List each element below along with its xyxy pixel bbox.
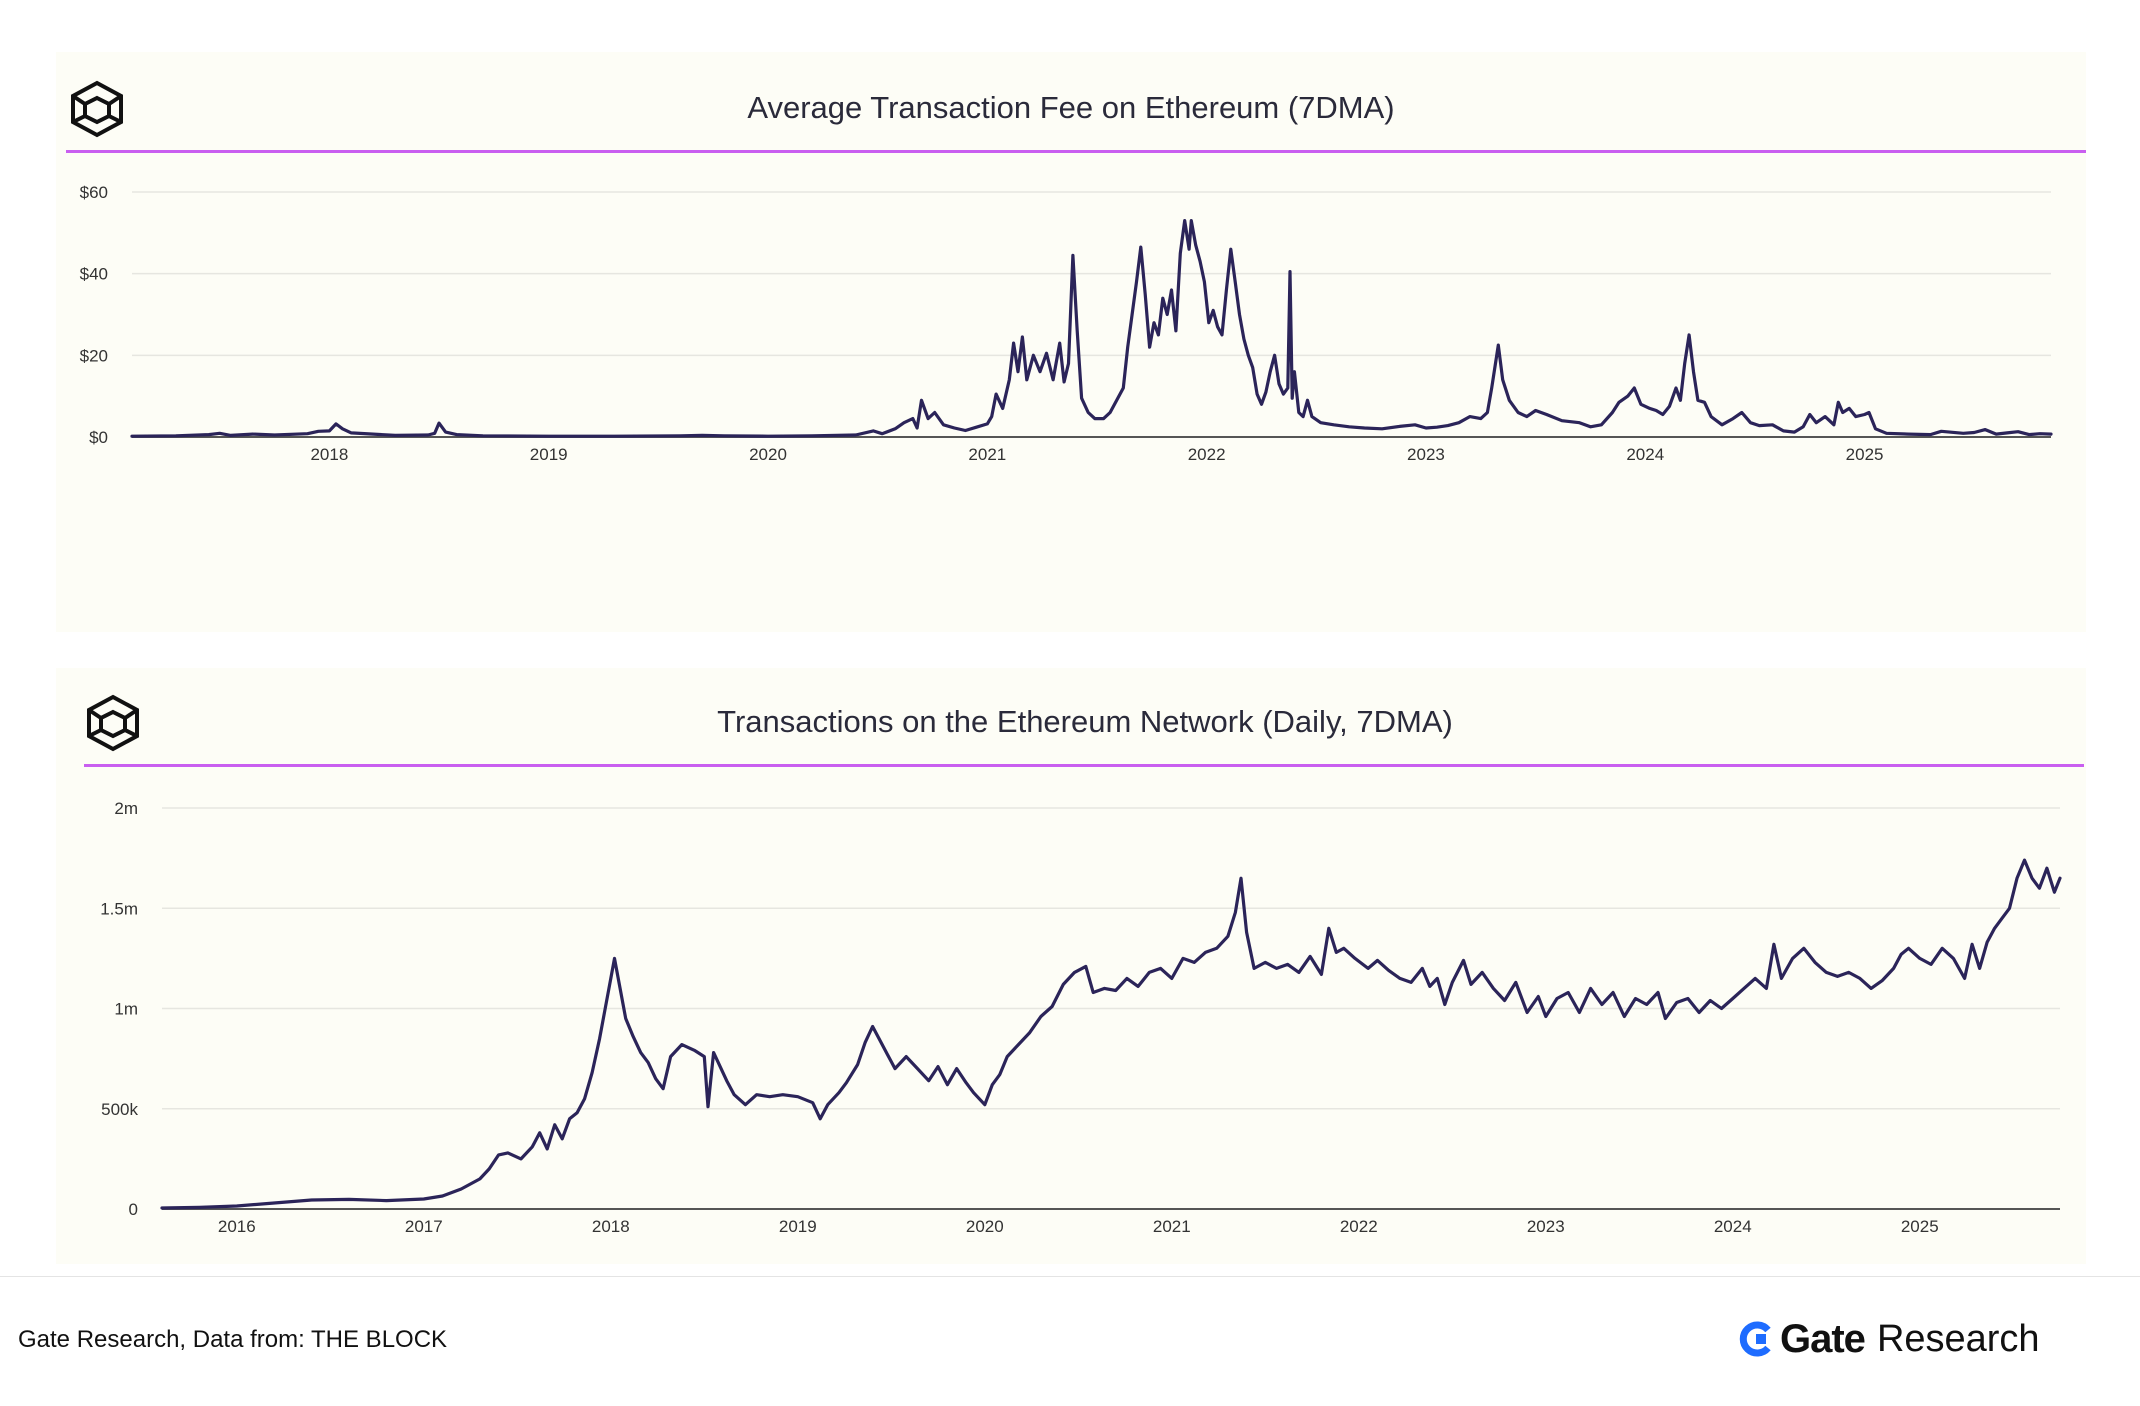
brand-suffix: Research bbox=[1876, 1317, 2040, 1360]
tx-chart-title: Transactions on the Ethereum Network (Da… bbox=[717, 704, 1453, 739]
tx-chart-title-rule bbox=[84, 764, 2084, 767]
x-tick-label: 2024 bbox=[1714, 1217, 1752, 1236]
tx-chart-plot: 0 500k 1m 1.5m 2m 2016 2017 2018 2019 2020 2021 202… bbox=[100, 799, 2062, 1236]
y-tick-label: 2m bbox=[114, 799, 138, 818]
series-line bbox=[160, 858, 2062, 1210]
x-tick-label: 2025 bbox=[1901, 1217, 1939, 1236]
y-tick-label: $60 bbox=[80, 183, 108, 202]
x-tick-label: 2022 bbox=[1340, 1217, 1378, 1236]
the-block-cube-icon bbox=[87, 694, 139, 752]
y-tick-label: $40 bbox=[80, 265, 108, 284]
fee-chart-title-rule bbox=[66, 150, 2086, 153]
y-tick-label: 1.5m bbox=[100, 899, 138, 918]
x-tick-label: 2020 bbox=[966, 1217, 1004, 1236]
y-tick-label: $20 bbox=[80, 346, 108, 365]
fee-chart-plot: $0 $20 $40 $60 2018 2019 2020 2021 2022 2023 2024 2… bbox=[80, 183, 2053, 464]
series-line bbox=[130, 219, 2053, 438]
x-tick-label: 2018 bbox=[310, 445, 348, 464]
x-tick-label: 2025 bbox=[1846, 445, 1884, 464]
x-tick-label: 2020 bbox=[749, 445, 787, 464]
the-block-cube-icon bbox=[71, 80, 123, 138]
fee-chart-title: Average Transaction Fee on Ethereum (7DM… bbox=[747, 90, 1395, 125]
source-note: Gate Research, Data from: THE BLOCK bbox=[18, 1326, 448, 1353]
x-tick-label: 2019 bbox=[779, 1217, 817, 1236]
y-tick-label: 0 bbox=[129, 1200, 138, 1219]
x-tick-label: 2021 bbox=[968, 445, 1006, 464]
x-tick-label: 2019 bbox=[530, 445, 568, 464]
brand-name: Gate bbox=[1780, 1316, 1866, 1361]
x-tick-label: 2022 bbox=[1188, 445, 1226, 464]
gate-research-brand: Gate Research bbox=[1738, 1314, 2040, 1364]
fee-chart-panel: Average Transaction Fee on Ethereum (7DM… bbox=[56, 52, 2086, 632]
gate-logo-icon bbox=[1739, 1321, 1771, 1357]
tx-chart-panel: Transactions on the Ethereum Network (Da… bbox=[56, 668, 2086, 1264]
x-tick-label: 2018 bbox=[592, 1217, 630, 1236]
footer-divider bbox=[0, 1276, 2140, 1277]
y-tick-label: 500k bbox=[101, 1100, 138, 1119]
y-tick-label: $0 bbox=[89, 428, 108, 447]
x-tick-label: 2024 bbox=[1626, 445, 1664, 464]
y-tick-label: 1m bbox=[114, 1000, 138, 1019]
x-tick-label: 2023 bbox=[1527, 1217, 1565, 1236]
x-tick-label: 2017 bbox=[405, 1217, 443, 1236]
x-tick-label: 2021 bbox=[1153, 1217, 1191, 1236]
x-tick-label: 2016 bbox=[218, 1217, 256, 1236]
x-tick-label: 2023 bbox=[1407, 445, 1445, 464]
